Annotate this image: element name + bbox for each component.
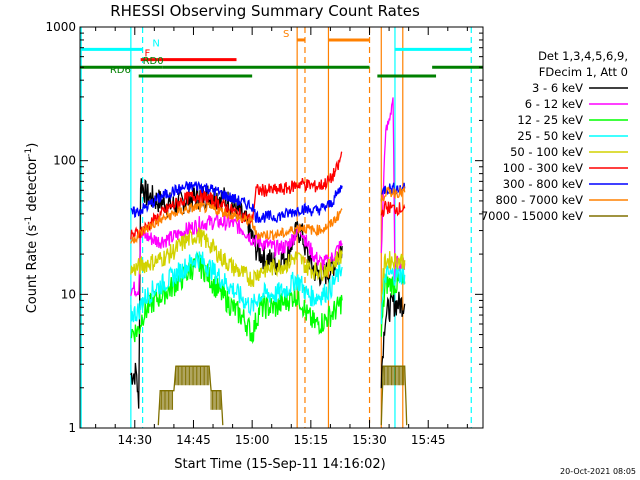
y-tick-label: 100	[53, 154, 76, 168]
y-axis: 1 10 100 1000	[45, 20, 483, 435]
series-line	[130, 227, 343, 288]
chart-title: RHESSI Observing Summary Count Rates	[110, 2, 420, 20]
series-line	[380, 251, 406, 297]
x-tick-label: 15:00	[235, 433, 270, 447]
series-line	[130, 151, 343, 240]
x-tick-label: 14:30	[117, 433, 152, 447]
legend-entry-label: 12 - 25 keV	[517, 113, 583, 127]
legend-entry-label: 300 - 800 keV	[503, 177, 583, 191]
flag-label: RD6	[110, 65, 131, 76]
legend-header-2: FDecim 1, Att 0	[539, 65, 628, 79]
legend: Det 1,3,4,5,6,9, FDecim 1, Att 0 3 - 6 k…	[481, 49, 628, 223]
legend-header-1: Det 1,3,4,5,6,9,	[538, 49, 628, 63]
y-tick-label: 1	[68, 421, 76, 435]
series-line	[380, 97, 396, 284]
y-tick-label: 10	[61, 287, 76, 301]
series-line	[380, 185, 406, 203]
x-tick-label: 15:45	[411, 433, 446, 447]
legend-entry-label: 50 - 100 keV	[510, 145, 583, 159]
x-tick-label: 14:45	[176, 433, 211, 447]
series-line	[130, 180, 343, 224]
series-line	[130, 200, 343, 244]
y-axis-label: Count Rate (s-1 detector-1)	[24, 143, 40, 314]
series-line	[380, 291, 406, 389]
legend-entry-label: 3 - 6 keV	[532, 81, 583, 95]
series-line	[380, 200, 406, 217]
legend-entry-label: 6 - 12 keV	[525, 97, 583, 111]
flag-label: F	[145, 49, 151, 60]
y-tick-label: 1000	[45, 20, 76, 34]
flag-label: N	[152, 38, 159, 49]
legend-entry-label: 800 - 7000 keV	[495, 193, 583, 207]
x-axis: 14:30 14:45 15:00 15:15 15:30 15:45	[95, 27, 468, 447]
legend-entry-label: 100 - 300 keV	[503, 161, 583, 175]
flag-label: RD0	[143, 56, 164, 67]
legend-entry-label: 7000 - 15000 keV	[481, 209, 583, 223]
series-line	[130, 212, 343, 298]
plot-frame	[79, 26, 484, 429]
flag-label: S	[283, 29, 289, 40]
legend-entry-label: 25 - 50 keV	[517, 129, 583, 143]
x-tick-label: 15:15	[294, 433, 329, 447]
timestamp: 20-Oct-2021 08:05	[560, 467, 636, 476]
x-tick-label: 15:30	[352, 433, 387, 447]
series-line	[130, 250, 343, 323]
x-axis-label: Start Time (15-Sep-11 14:16:02)	[174, 457, 385, 472]
series-line	[380, 264, 406, 325]
